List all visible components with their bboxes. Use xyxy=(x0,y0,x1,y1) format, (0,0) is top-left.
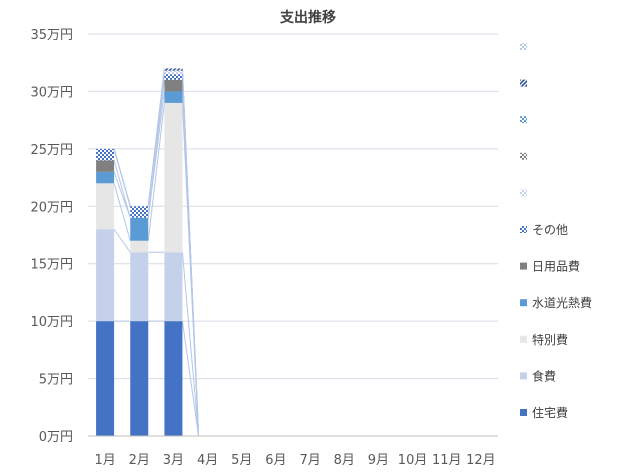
legend-swatch xyxy=(520,335,527,343)
y-axis-ticks: 0万円 5万円 10万円 15万円 20万円 25万円 30万円 35万円 xyxy=(30,28,73,445)
series-line xyxy=(113,183,131,241)
legend-swatch xyxy=(520,372,527,380)
y-tick-label: 25万円 xyxy=(30,143,73,158)
bar-stacks xyxy=(96,68,183,436)
series-lines xyxy=(113,68,200,437)
series-line xyxy=(147,102,165,241)
bar-segment xyxy=(130,321,149,436)
legend-entry xyxy=(520,116,527,124)
legend-swatch xyxy=(520,226,527,233)
legend-swatch xyxy=(520,299,527,307)
series-line xyxy=(147,68,165,207)
series-line xyxy=(113,160,131,218)
bar-segment xyxy=(164,79,183,92)
legend-entry: その他 xyxy=(520,223,568,237)
series-line xyxy=(113,228,131,253)
legend-swatch xyxy=(520,79,527,87)
bar-segment xyxy=(164,68,183,71)
bar-segment xyxy=(164,91,183,103)
bar-segment xyxy=(164,321,183,436)
legend-label: 特別費 xyxy=(532,332,568,347)
x-tick-label: 3月 xyxy=(163,453,184,468)
legend-entry xyxy=(520,43,527,50)
series-line xyxy=(147,79,165,218)
series-line xyxy=(181,252,200,437)
x-tick-label: 7月 xyxy=(299,453,320,468)
y-tick-label: 30万円 xyxy=(30,85,73,100)
bar-segment xyxy=(96,321,115,436)
bar-segment xyxy=(130,217,149,241)
legend-entry: 特別費 xyxy=(520,332,568,347)
legend-entry xyxy=(520,152,527,160)
legend-entry: 住宅費 xyxy=(520,405,568,420)
series-line xyxy=(181,68,200,437)
x-tick-label: 12月 xyxy=(466,453,496,468)
x-tick-label: 4月 xyxy=(197,453,218,468)
legend-swatch xyxy=(520,189,527,197)
bar-segment xyxy=(164,252,183,322)
legend-entry xyxy=(520,189,527,197)
series-line xyxy=(181,321,200,437)
x-tick-label: 1月 xyxy=(94,453,115,468)
legend-swatch xyxy=(520,152,527,160)
bar-segment xyxy=(96,148,115,161)
y-tick-label: 15万円 xyxy=(30,258,73,273)
bar-segment xyxy=(164,74,183,80)
bar-segment xyxy=(96,171,115,184)
legend-label: その他 xyxy=(532,223,568,237)
legend-label: 食費 xyxy=(532,368,556,383)
y-tick-label: 0万円 xyxy=(39,430,73,445)
x-tick-label: 5月 xyxy=(231,453,252,468)
chart-title: 支出推移 xyxy=(279,9,336,26)
bar-segment xyxy=(130,240,149,253)
bar-segment xyxy=(164,102,183,253)
y-tick-label: 5万円 xyxy=(39,373,73,388)
legend-label: 水道光熱費 xyxy=(532,295,592,310)
bar-segment xyxy=(96,183,115,230)
series-line xyxy=(113,148,131,207)
legend-label: 日用品費 xyxy=(532,259,580,274)
x-tick-label: 9月 xyxy=(368,453,389,468)
x-tick-label: 11月 xyxy=(432,453,462,468)
legend-entry xyxy=(520,79,527,87)
x-axis-ticks: 1月 2月 3月 4月 5月 6月 7月 8月 9月 10月 11月 12月 xyxy=(94,453,495,468)
legend-entry: 食費 xyxy=(520,368,556,383)
legend-swatch xyxy=(520,409,527,416)
x-tick-label: 2月 xyxy=(129,453,150,468)
bar-segment xyxy=(130,206,149,218)
bar-segment xyxy=(164,70,183,75)
x-tick-label: 10月 xyxy=(398,453,428,468)
y-tick-label: 35万円 xyxy=(30,28,73,43)
legend: 住宅費 食費 特別費 水道光熱費 日用品費 その他 xyxy=(520,43,592,420)
series-line xyxy=(113,171,131,218)
legend-entry: 日用品費 xyxy=(520,259,580,274)
legend-label: 住宅費 xyxy=(532,405,568,420)
legend-swatch xyxy=(520,43,527,50)
legend-swatch xyxy=(520,116,527,124)
bar-segment xyxy=(96,160,115,172)
x-tick-label: 8月 xyxy=(334,453,355,468)
y-tick-label: 10万円 xyxy=(30,315,73,330)
y-tick-label: 20万円 xyxy=(30,200,73,215)
legend-entry: 水道光熱費 xyxy=(520,295,592,310)
bar-segment xyxy=(96,229,115,322)
x-tick-label: 6月 xyxy=(265,453,286,468)
legend-swatch xyxy=(520,262,527,270)
bar-segment xyxy=(130,252,149,322)
